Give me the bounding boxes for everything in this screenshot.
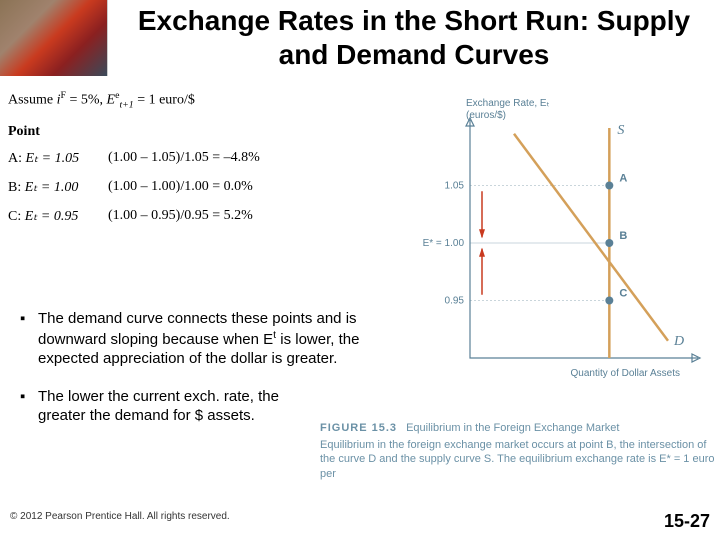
slide-title: Exchange Rates in the Short Run: Supply … bbox=[108, 0, 720, 75]
point-row: C: Eₜ = 0.95(1.00 – 0.95)/0.95 = 5.2% bbox=[8, 208, 388, 225]
point-label: A: Eₜ = 1.05 bbox=[8, 150, 108, 167]
point-row: A: Eₜ = 1.05(1.00 – 1.05)/1.05 = –4.8% bbox=[8, 150, 388, 167]
svg-text:Exchange Rate, Eₜ: Exchange Rate, Eₜ bbox=[466, 98, 550, 109]
assumption-line: Assume iF = 5%, Eet+1 = 1 euro/$ bbox=[8, 90, 388, 110]
assume-pre: Assume bbox=[8, 93, 57, 108]
assume-eq1: = 5%, bbox=[66, 93, 107, 108]
svg-text:E* = 1.00: E* = 1.00 bbox=[423, 238, 465, 249]
svg-text:0.95: 0.95 bbox=[445, 296, 465, 307]
point-calc: (1.00 – 1.00)/1.00 = 0.0% bbox=[108, 179, 388, 196]
supply-demand-chart: 0.95 E* = 1.00 1.05 Exchange Rate, Eₜ(euros… bbox=[398, 88, 718, 398]
point-calc: (1.00 – 1.05)/1.05 = –4.8% bbox=[108, 150, 388, 167]
assume-sub2: t+1 bbox=[119, 99, 133, 110]
figure-caption: FIGURE 15.3 Equilibrium in the Foreign E… bbox=[320, 422, 720, 481]
svg-text:B: B bbox=[619, 230, 627, 242]
svg-text:A: A bbox=[619, 173, 627, 185]
svg-text:C: C bbox=[619, 288, 627, 300]
bullet-mark: ▪ bbox=[20, 310, 38, 368]
svg-text:D: D bbox=[673, 334, 684, 349]
bullet-mark: ▪ bbox=[20, 388, 38, 426]
point-rows: A: Eₜ = 1.05(1.00 – 1.05)/1.05 = –4.8%B:… bbox=[8, 150, 388, 225]
bullet-1-text: The demand curve connects these points a… bbox=[38, 310, 400, 368]
slide-header: Exchange Rates in the Short Run: Supply … bbox=[0, 0, 720, 76]
bullet-2-text: The lower the current exch. rate, the gr… bbox=[38, 388, 300, 426]
point-calc: (1.00 – 0.95)/0.95 = 5.2% bbox=[108, 208, 388, 225]
bullet-2: ▪ The lower the current exch. rate, the … bbox=[20, 388, 300, 426]
decorative-image bbox=[0, 0, 108, 76]
copyright: © 2012 Pearson Prentice Hall. All rights… bbox=[10, 511, 230, 532]
svg-text:(euros/$): (euros/$) bbox=[466, 110, 506, 121]
svg-text:S: S bbox=[617, 123, 624, 138]
bullet-1: ▪ The demand curve connects these points… bbox=[20, 310, 400, 368]
assume-eq2: = 1 euro/$ bbox=[134, 93, 195, 108]
footer: © 2012 Pearson Prentice Hall. All rights… bbox=[10, 511, 710, 532]
figure-number: FIGURE 15.3 bbox=[320, 422, 397, 434]
svg-text:1.05: 1.05 bbox=[445, 181, 465, 192]
slide-number: 15-27 bbox=[664, 511, 710, 532]
figure-body: Equilibrium in the foreign exchange mark… bbox=[320, 438, 720, 481]
point-row: B: Eₜ = 1.00(1.00 – 1.00)/1.00 = 0.0% bbox=[8, 179, 388, 196]
bullets: ▪ The demand curve connects these points… bbox=[20, 310, 400, 426]
text-content: Assume iF = 5%, Eet+1 = 1 euro/$ Point A… bbox=[8, 90, 388, 237]
figure-title: Equilibrium in the Foreign Exchange Mark… bbox=[406, 422, 619, 434]
point-header: Point bbox=[8, 124, 388, 140]
assume-e: E bbox=[107, 93, 116, 108]
svg-text:Quantity of Dollar Assets: Quantity of Dollar Assets bbox=[571, 368, 681, 379]
point-label: B: Eₜ = 1.00 bbox=[8, 179, 108, 196]
point-label: C: Eₜ = 0.95 bbox=[8, 208, 108, 225]
